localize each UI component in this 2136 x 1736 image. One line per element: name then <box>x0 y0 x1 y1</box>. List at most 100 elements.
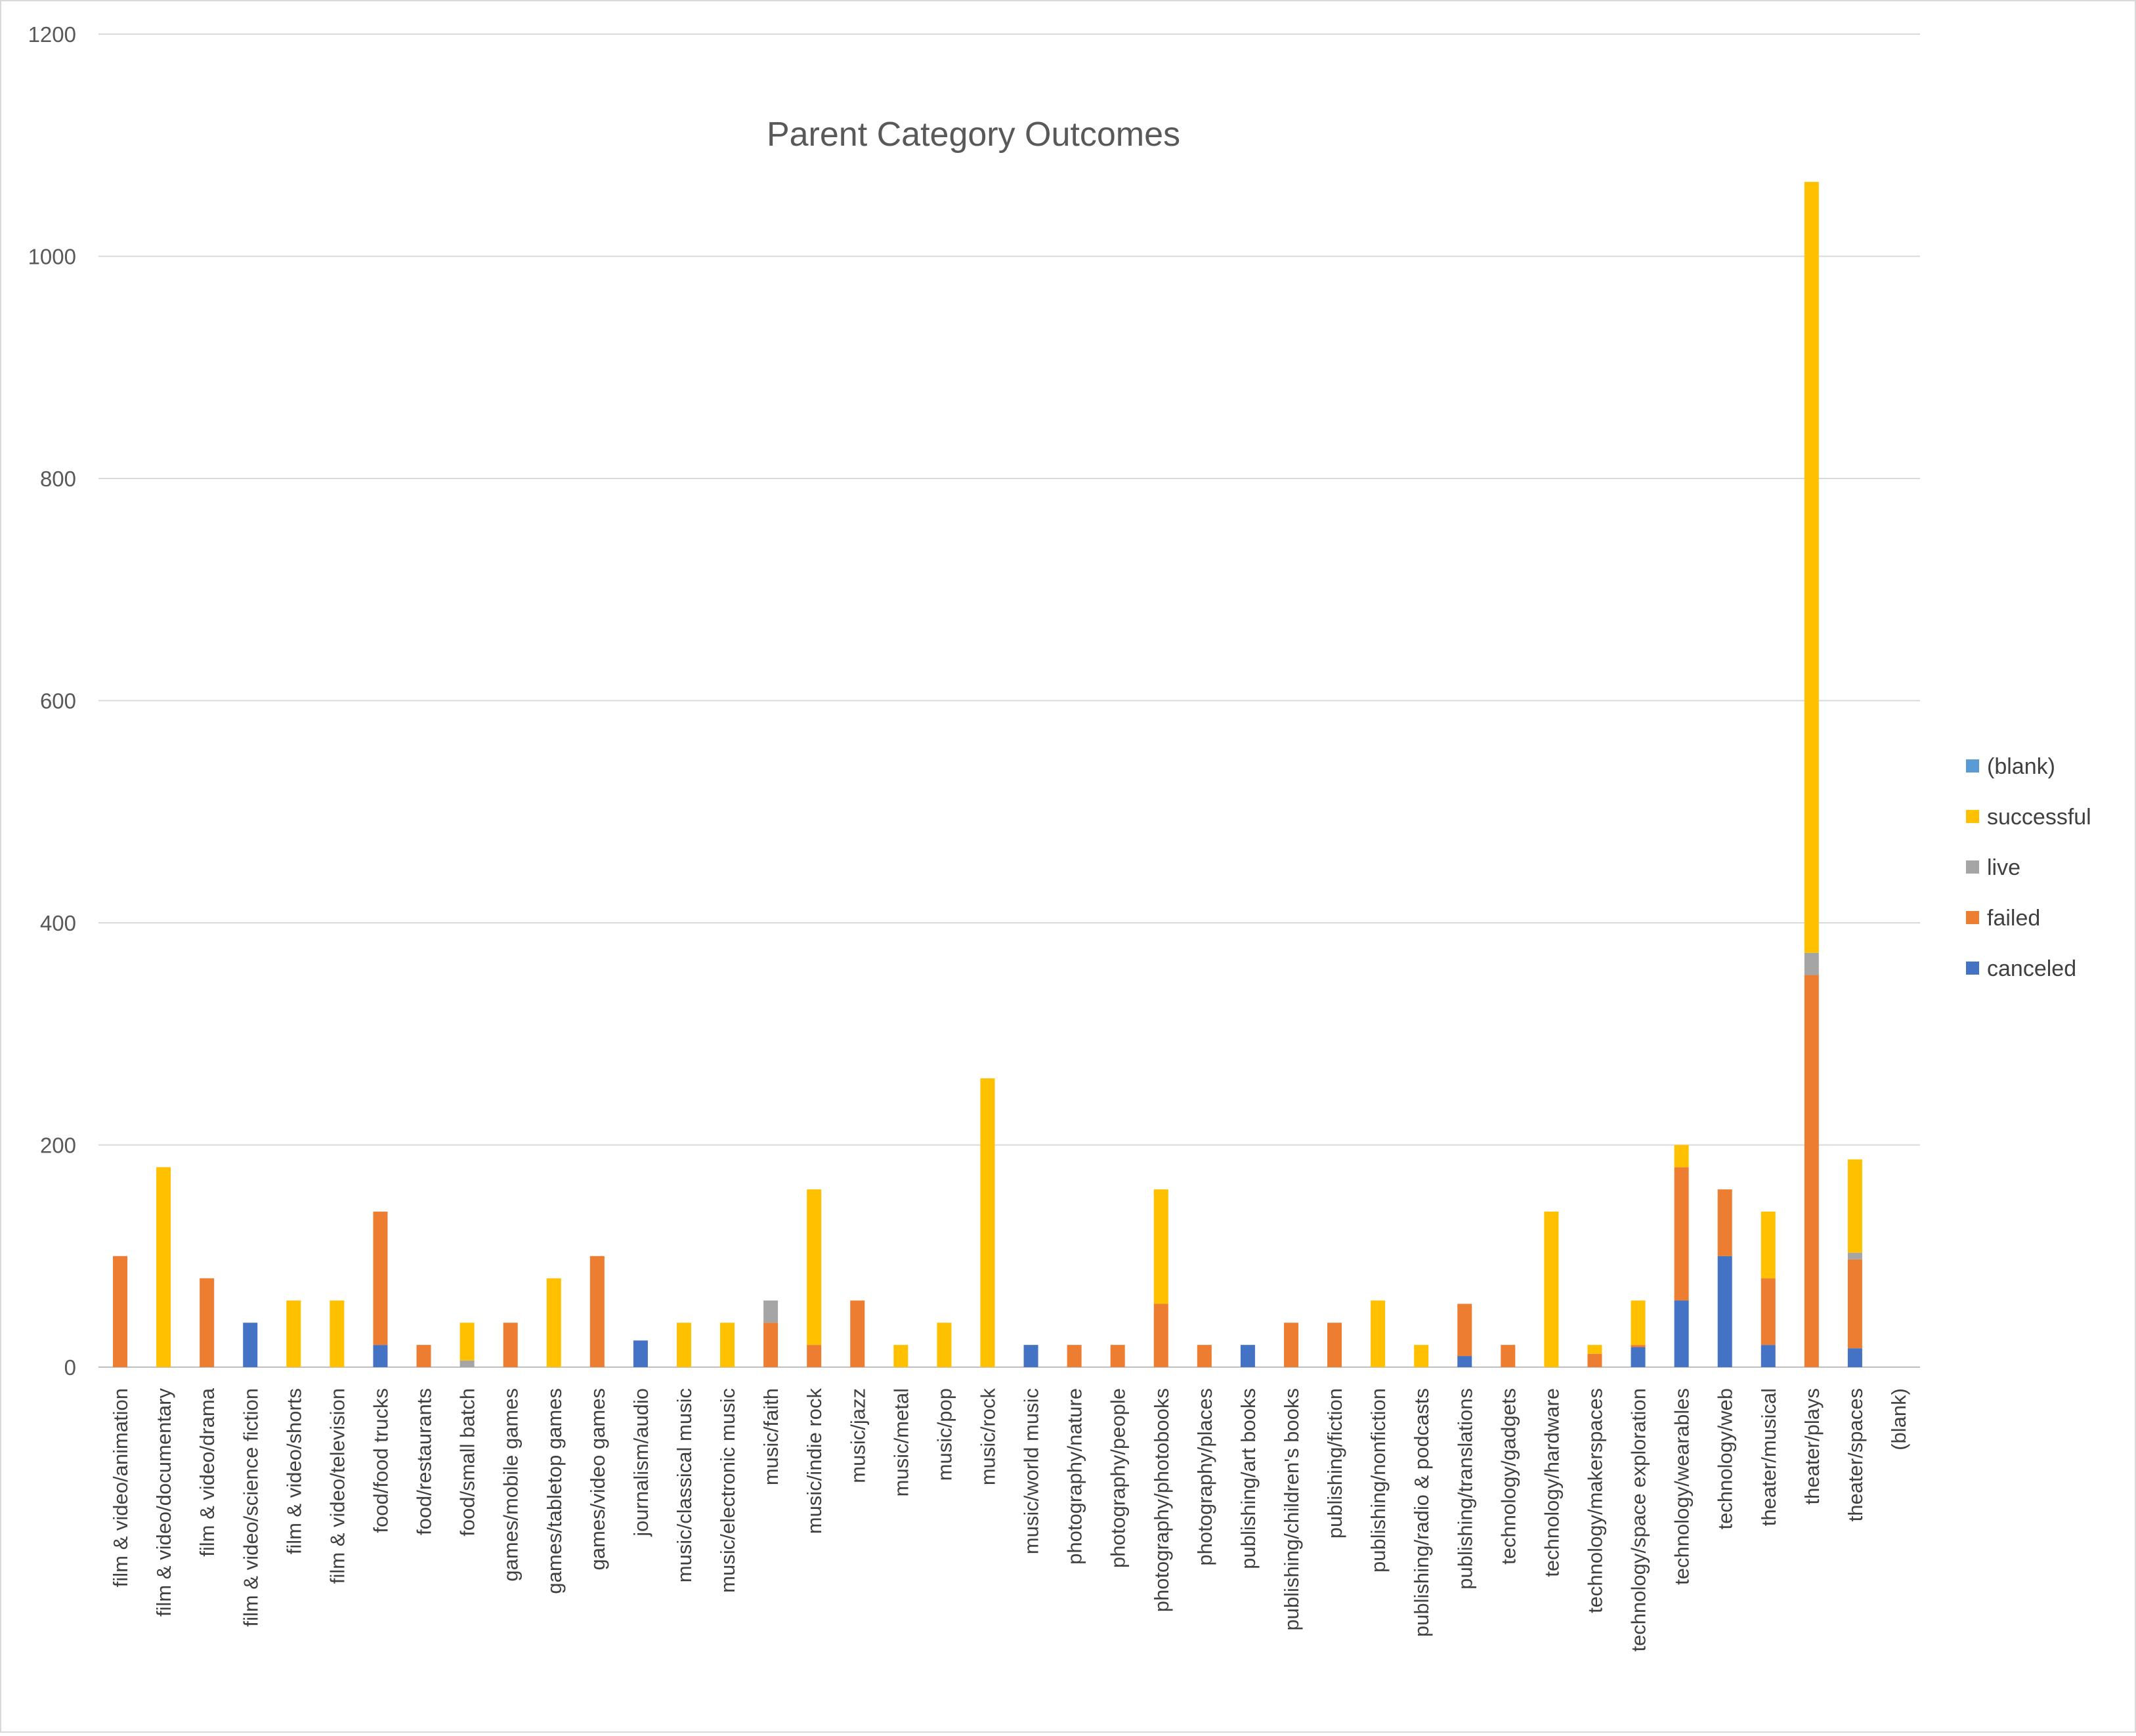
bar-segment-successful-4 <box>286 1300 301 1367</box>
bar-segment-failed-37 <box>1717 1189 1732 1256</box>
bar-segment-failed-28 <box>1327 1323 1342 1367</box>
bar-segment-failed-25 <box>1197 1345 1212 1367</box>
y-tick-label: 1000 <box>28 245 76 269</box>
legend-label: failed <box>1987 906 2040 931</box>
bar-segment-canceled-6 <box>373 1345 388 1367</box>
bar-segment-successful-40 <box>1847 1159 1862 1253</box>
gridlines <box>98 33 1920 1368</box>
bar-segment-successful-29 <box>1371 1300 1386 1367</box>
bar-segment-successful-30 <box>1414 1345 1429 1367</box>
bar-segment-failed-32 <box>1501 1345 1516 1367</box>
x-category-label: theater/plays <box>1801 1388 1824 1505</box>
x-category-label: publishing/fiction <box>1323 1388 1346 1538</box>
x-category-label: film & video/shorts <box>282 1388 305 1554</box>
x-category-label: publishing/translations <box>1453 1388 1476 1590</box>
x-category-label: photography/photobooks <box>1150 1388 1173 1612</box>
legend-swatch <box>1966 860 1979 874</box>
bar-segment-live-40 <box>1847 1252 1862 1260</box>
x-category-label: music/indie rock <box>803 1388 826 1535</box>
bar-segment-successful-18 <box>893 1345 908 1367</box>
bar-segment-canceled-12 <box>633 1340 648 1367</box>
bar-segment-canceled-36 <box>1674 1300 1689 1367</box>
y-tick-label: 1200 <box>28 22 76 47</box>
x-category-label: photography/people <box>1107 1388 1130 1568</box>
bar-segment-canceled-3 <box>243 1323 258 1367</box>
legend-label: canceled <box>1987 956 2076 981</box>
x-category-label: theater/spaces <box>1844 1388 1867 1521</box>
x-category-label: music/jazz <box>846 1388 869 1483</box>
y-tick-label: 600 <box>40 689 76 713</box>
x-category-label: photography/places <box>1193 1388 1216 1566</box>
bar-segment-successful-14 <box>720 1323 735 1367</box>
bar-segment-successful-13 <box>676 1323 691 1367</box>
bar-segment-failed-11 <box>589 1256 605 1367</box>
bar-segment-successful-39 <box>1804 182 1819 953</box>
x-category-label: music/metal <box>889 1388 912 1496</box>
x-category-label: games/video games <box>586 1388 609 1570</box>
bar-segment-live-8 <box>459 1360 475 1367</box>
x-category-label: film & video/documentary <box>152 1388 175 1617</box>
bar-segment-successful-33 <box>1544 1212 1559 1367</box>
bar-segment-failed-35 <box>1631 1345 1646 1347</box>
legend-label: (blank) <box>1987 754 2055 779</box>
bar-segment-failed-40 <box>1847 1259 1862 1349</box>
legend: (blank) successful live failed canceled <box>1966 754 2091 981</box>
x-category-label: technology/space exploration <box>1627 1388 1650 1652</box>
y-tick-label: 0 <box>64 1355 76 1380</box>
x-category-label: technology/gadgets <box>1497 1388 1520 1565</box>
bar-segment-successful-5 <box>330 1300 345 1367</box>
legend-swatch <box>1966 759 1979 773</box>
bar-segment-successful-20 <box>980 1078 995 1367</box>
legend-swatch <box>1966 962 1979 975</box>
x-category-label: film & video/science fiction <box>239 1388 262 1627</box>
x-category-label: technology/hardware <box>1540 1388 1563 1577</box>
bar-segment-failed-24 <box>1153 1303 1168 1367</box>
x-category-label: film & video/animation <box>109 1388 132 1587</box>
bar-segment-failed-23 <box>1110 1345 1125 1367</box>
y-tick-label: 800 <box>40 467 76 491</box>
bar-segment-canceled-31 <box>1457 1356 1472 1367</box>
bar-segment-successful-35 <box>1631 1300 1646 1345</box>
bar-segment-canceled-26 <box>1240 1345 1255 1367</box>
bar-segment-failed-27 <box>1283 1323 1298 1367</box>
bar-segment-failed-31 <box>1457 1303 1472 1357</box>
bar-segment-failed-6 <box>373 1212 388 1345</box>
bar-segment-successful-1 <box>156 1167 171 1367</box>
x-category-label: film & video/television <box>326 1388 349 1584</box>
bar-segment-successful-19 <box>937 1323 952 1367</box>
bar-segment-failed-16 <box>807 1345 822 1367</box>
x-category-label: music/world music <box>1020 1388 1043 1554</box>
bar-segment-failed-22 <box>1067 1345 1082 1367</box>
chart-title: Parent Category Outcomes <box>767 116 1180 154</box>
bars <box>113 182 1862 1367</box>
bar-segment-canceled-37 <box>1717 1256 1732 1367</box>
bar-segment-failed-7 <box>416 1345 431 1367</box>
bar-segment-failed-2 <box>200 1278 215 1367</box>
bar-segment-canceled-35 <box>1631 1347 1646 1367</box>
bar-segment-live-39 <box>1804 952 1819 975</box>
bar-segment-failed-15 <box>763 1323 779 1367</box>
legend-swatch <box>1966 911 1979 924</box>
x-category-label: music/pop <box>933 1388 956 1481</box>
bar-segment-failed-38 <box>1761 1278 1776 1345</box>
bar-segment-live-15 <box>763 1300 779 1323</box>
x-category-label: (blank) <box>1887 1388 1910 1450</box>
x-category-label: games/mobile games <box>500 1388 523 1582</box>
x-category-label: technology/web <box>1714 1388 1737 1529</box>
x-axis-category-labels: film & video/animation film & video/docum… <box>109 1387 1910 1651</box>
x-category-label: publishing/art books <box>1237 1388 1260 1569</box>
bar-segment-successful-16 <box>807 1189 822 1345</box>
bar-segment-failed-39 <box>1804 975 1819 1367</box>
bar-segment-failed-36 <box>1674 1167 1689 1301</box>
x-category-label: food/food trucks <box>369 1388 392 1533</box>
bar-segment-successful-24 <box>1153 1189 1168 1304</box>
y-tick-label: 400 <box>40 911 76 935</box>
bar-segment-canceled-40 <box>1847 1348 1862 1367</box>
bar-segment-successful-36 <box>1674 1145 1689 1168</box>
bar-segment-failed-0 <box>113 1256 128 1367</box>
bar-segment-canceled-38 <box>1761 1345 1776 1367</box>
x-category-label: publishing/children's books <box>1280 1388 1303 1631</box>
x-category-label: food/restaurants <box>413 1388 436 1535</box>
